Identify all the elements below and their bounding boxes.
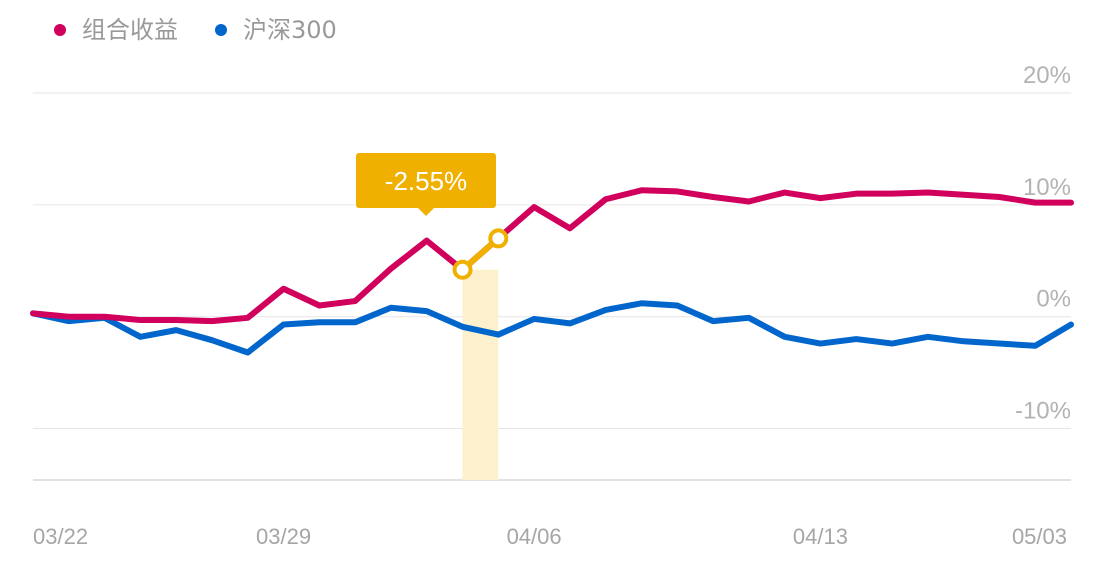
legend-marker-portfolio <box>54 24 66 36</box>
series-line <box>30 300 1074 356</box>
series-layer <box>30 187 1074 356</box>
y-tick-label: 10% <box>1023 174 1071 201</box>
x-tick-label: 03/29 <box>256 524 311 549</box>
grid: 20% 10% 0% -10% <box>33 62 1071 481</box>
tooltip-pointer <box>417 207 435 216</box>
x-tick-label: 04/13 <box>793 524 848 549</box>
tooltip: -2.55% <box>356 153 496 216</box>
x-tick-label: 03/22 <box>33 524 88 549</box>
highlight-point <box>488 228 509 249</box>
highlight-rect <box>462 269 499 480</box>
y-tick-label: 0% <box>1036 286 1071 313</box>
x-tick-label: 05/03 <box>1012 524 1067 549</box>
legend-marker-csi300 <box>215 24 227 36</box>
tooltip-value: -2.55% <box>385 166 467 196</box>
series-line <box>30 187 1074 325</box>
legend: 组合收益 沪深300 <box>54 16 337 44</box>
x-axis: 03/22 03/29 04/06 04/13 05/03 <box>33 524 1067 549</box>
legend-label-csi300: 沪深300 <box>243 16 337 44</box>
legend-label-portfolio: 组合收益 <box>82 16 178 44</box>
y-tick-label: 20% <box>1023 62 1071 89</box>
x-tick-label: 04/06 <box>507 524 562 549</box>
highlight-point <box>452 259 473 280</box>
tooltip-box <box>356 153 496 208</box>
highlight-band <box>462 269 499 480</box>
y-tick-label: -10% <box>1015 398 1071 425</box>
